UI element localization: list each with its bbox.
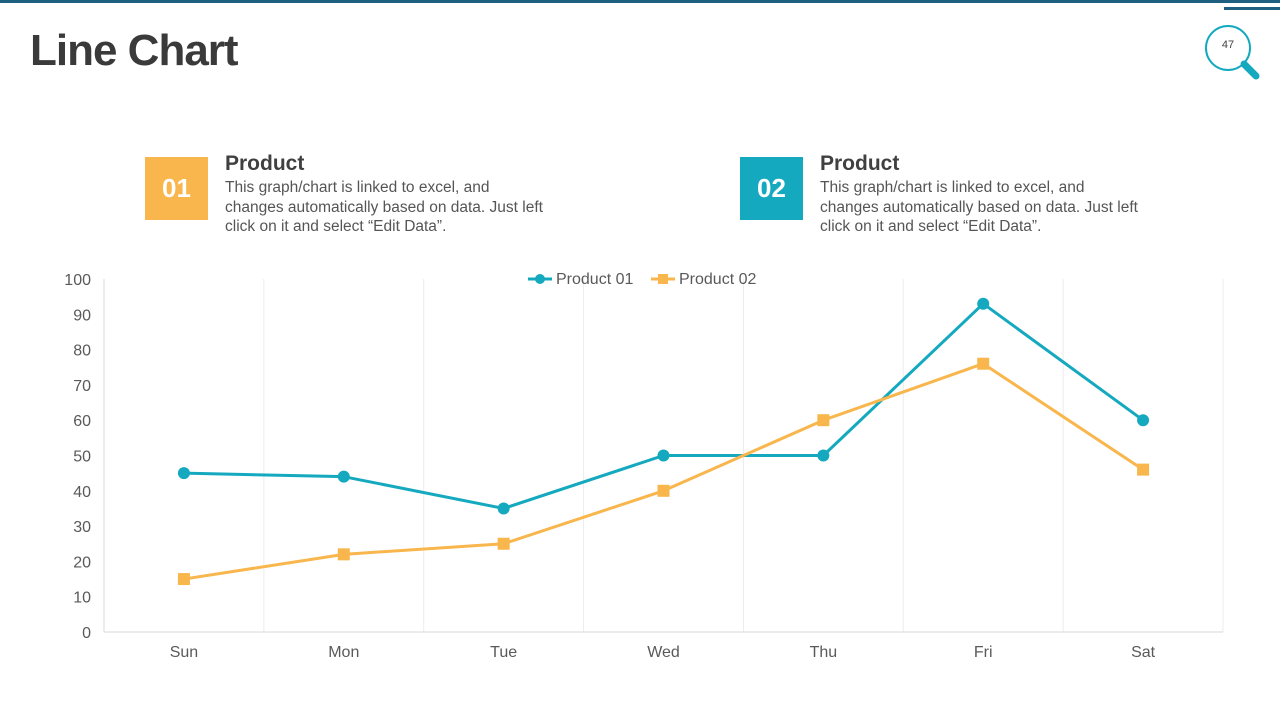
corner-rule: [1224, 7, 1280, 10]
data-point: [337, 548, 350, 561]
card-title: Product: [225, 152, 305, 175]
top-rule: [0, 0, 1280, 3]
data-point: [977, 357, 990, 370]
y-tick-label: 30: [73, 519, 91, 536]
y-tick-label: 50: [73, 449, 91, 466]
y-tick-label: 20: [73, 554, 91, 571]
y-tick-label: 80: [73, 343, 91, 360]
x-tick-label: Tue: [490, 644, 517, 661]
product-card-02: 02 Product This graph/chart is linked to…: [740, 152, 1138, 242]
magnifier-icon: [1205, 25, 1260, 80]
x-tick-label: Fri: [974, 644, 993, 661]
page-title: Line Chart: [30, 26, 239, 75]
data-point: [177, 573, 190, 586]
data-point: [657, 484, 670, 497]
data-point: [1137, 463, 1150, 476]
y-tick-label: 10: [73, 590, 91, 607]
card-number-badge: 01: [145, 157, 208, 220]
data-point: [337, 470, 350, 483]
x-tick-label: Sun: [170, 644, 198, 661]
x-tick-label: Thu: [810, 644, 838, 661]
data-point: [497, 502, 510, 515]
data-point: [177, 467, 190, 480]
y-tick-label: 40: [73, 484, 91, 501]
legend-label: Product 02: [679, 271, 756, 288]
x-tick-label: Sat: [1131, 644, 1156, 661]
legend-label: Product 01: [556, 271, 633, 288]
y-tick-label: 70: [73, 378, 91, 395]
y-tick-label: 90: [73, 307, 91, 324]
y-tick-label: 60: [73, 413, 91, 430]
card-description: This graph/chart is linked to excel, and…: [820, 179, 1138, 235]
data-point: [977, 297, 990, 310]
product-card-01: 01 Product This graph/chart is linked to…: [145, 152, 543, 242]
x-tick-label: Mon: [328, 644, 359, 661]
data-point: [817, 449, 830, 462]
card-description: This graph/chart is linked to excel, and…: [225, 179, 543, 235]
y-tick-label: 0: [82, 625, 91, 642]
data-point: [497, 537, 510, 550]
y-tick-label: 100: [64, 272, 91, 289]
legend-marker: [535, 274, 545, 284]
x-tick-label: Wed: [647, 644, 680, 661]
data-point: [1137, 414, 1150, 427]
page-number: 47: [1221, 39, 1235, 51]
data-point: [657, 449, 670, 462]
legend-marker: [658, 274, 668, 284]
data-point: [817, 414, 830, 427]
series-line-1: [183, 302, 1144, 510]
series-line-2: [183, 362, 1144, 581]
card-number-badge: 02: [740, 157, 803, 220]
card-title: Product: [820, 152, 900, 175]
